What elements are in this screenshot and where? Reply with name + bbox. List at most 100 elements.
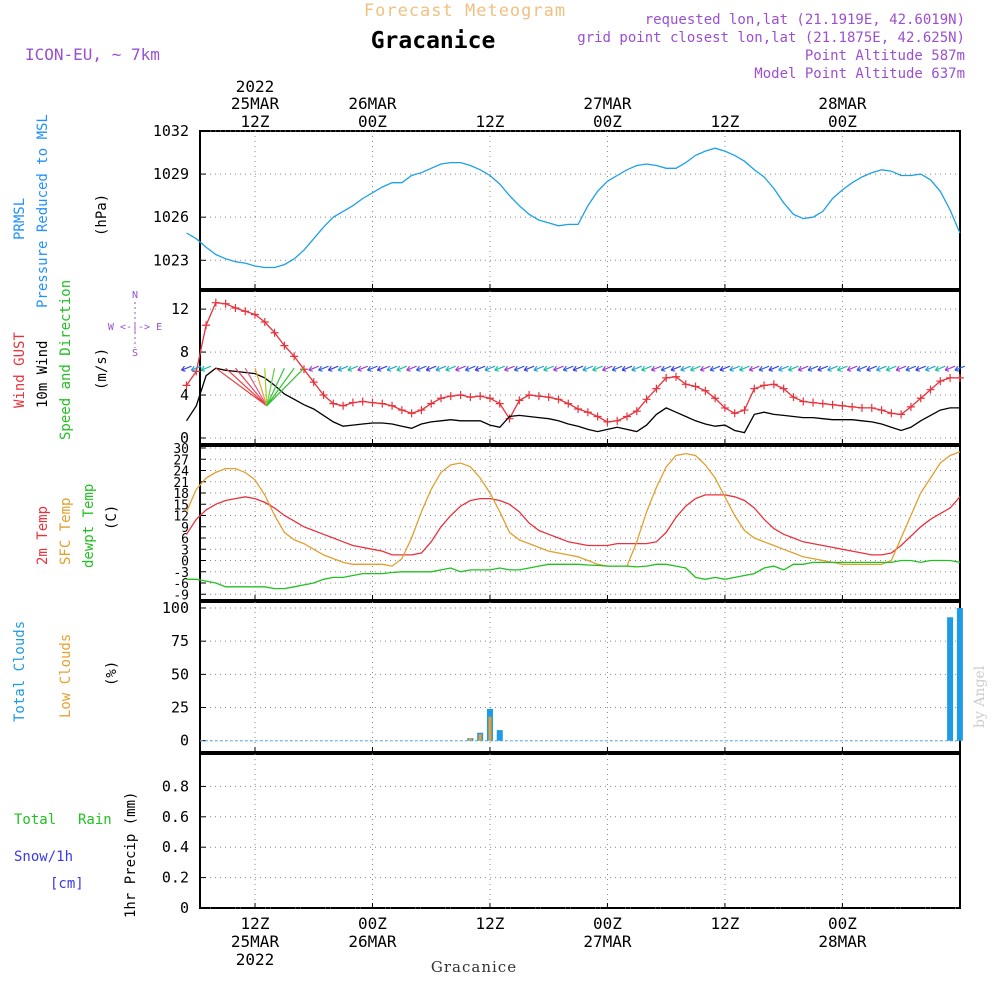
wind-direction-arrow (719, 365, 731, 372)
wind-fan-arrow (264, 368, 268, 406)
gust-marker (378, 399, 387, 408)
wind-direction-arrow (415, 365, 427, 372)
panel4-labels: Total Clouds Low Clouds (%) (12, 621, 120, 722)
gust-marker (476, 392, 485, 401)
gust-marker (623, 412, 632, 421)
gust-marker (485, 394, 494, 403)
total-cloud-bar (947, 617, 954, 741)
wind-fan-arrow (234, 367, 268, 407)
panel-frame (199, 601, 961, 753)
wind-direction-arrow (739, 365, 750, 372)
y-tick-label: 1023 (153, 251, 189, 269)
wind-direction-arrow (474, 365, 486, 372)
y-tick-label: 6 (181, 532, 189, 547)
low-cloud-bar (468, 738, 472, 741)
gust-marker (270, 328, 279, 337)
point-altitude: Point Altitude 587m (805, 48, 965, 64)
speed-dir-label: Speed and Direction (58, 280, 74, 440)
gust-marker (926, 385, 935, 394)
wind-direction-arrow (768, 365, 780, 372)
wind-direction-arrow (856, 365, 868, 372)
gust-marker (574, 405, 583, 413)
temp2m-label: 2m Temp (35, 506, 51, 565)
gust-marker (348, 398, 357, 407)
wind-direction-arrow (396, 365, 408, 372)
gust-marker (720, 403, 729, 412)
bottom-time-label: 00Z (358, 914, 387, 933)
panel5-labels: Total Rain Snow/1h [cm] 1hr Precip (mm) (14, 792, 139, 918)
gust-marker (828, 400, 837, 409)
top-date-label: 26MAR (348, 94, 397, 113)
wind-direction-arrow (376, 365, 388, 372)
y-tick-label: 0.6 (162, 808, 189, 826)
wind-fan-arrow (215, 367, 268, 407)
wind-fan-arrow (266, 367, 285, 407)
dewpt-label: dewpt Temp (81, 484, 97, 568)
top-time-label: 12Z (241, 112, 270, 131)
gust-marker (358, 397, 367, 406)
gust-marker (838, 401, 847, 410)
gust-marker (955, 373, 964, 382)
percent-label: (%) (104, 661, 120, 686)
y-tick-label: 8 (180, 343, 189, 361)
y-tick-label: 27 (173, 453, 189, 468)
y-tick-label: 0.2 (162, 869, 189, 887)
y-tick-label: 0.8 (162, 777, 189, 795)
panel1-labels: PRMSL Pressure Reduced to MSL (hPa) (12, 114, 110, 308)
wind-direction-arrow (729, 365, 740, 372)
gust-marker (946, 373, 955, 382)
wind-direction-arrow (680, 365, 691, 372)
bottom-time-label: 12Z (476, 914, 505, 933)
series-prmsl (186, 147, 961, 269)
wind-direction-arrow (611, 365, 623, 372)
gust-marker (916, 394, 925, 403)
wind-direction-arrow (533, 365, 545, 372)
wind-direction-arrow (494, 365, 505, 372)
snow-label: Snow/1h (14, 849, 73, 865)
y-tick-label: 30 (173, 442, 189, 457)
gust-marker (769, 380, 778, 389)
y-tick-label: -9 (173, 588, 189, 603)
y-tick-label: 18 (173, 487, 189, 502)
bottom-time-label: 12Z (710, 914, 739, 933)
model-label: ICON-EU, ~ 7km (25, 45, 160, 64)
total-cloud-bar (496, 730, 503, 741)
y-tick-label: 1026 (153, 208, 189, 226)
wind-direction-arrow (817, 365, 829, 372)
gust-marker (799, 397, 808, 406)
gust-marker (417, 406, 426, 415)
gust-marker (711, 394, 720, 403)
wind-direction-arrow (435, 365, 447, 372)
gust-marker (613, 416, 622, 425)
wind-direction-arrow (758, 365, 770, 372)
wind-direction-arrow (357, 365, 368, 372)
gust-marker (848, 402, 857, 411)
gust-marker (495, 399, 504, 408)
wind-fan-arrow (266, 368, 276, 406)
gust-marker (642, 395, 651, 404)
gust-marker (299, 365, 308, 374)
wind-fan-arrow (266, 367, 305, 407)
wind-direction-arrow (631, 365, 643, 372)
wind-direction-arrow (562, 365, 574, 372)
bottom-date-label: 27MAR (583, 932, 632, 951)
gust-marker (906, 402, 915, 411)
total-clouds-label: Total Clouds (12, 621, 28, 722)
top-time-label: 00Z (593, 112, 622, 131)
gust-marker (339, 401, 348, 410)
gust-marker (456, 391, 465, 400)
gust-marker (525, 391, 534, 400)
y-tick-label: 0 (180, 429, 189, 447)
station-title: Gracanice (371, 28, 496, 54)
wind-direction-arrow (425, 365, 437, 372)
bottom-date-label: 26MAR (348, 932, 397, 951)
wind-direction-arrow (327, 365, 339, 372)
y-tick-label: 50 (171, 665, 189, 683)
wind-direction-arrow (905, 365, 917, 372)
gust-marker (564, 399, 573, 408)
gust-marker (251, 310, 259, 319)
panel-prmsl: 1023 1026 1029 1032 (153, 122, 961, 290)
y-tick-label: 9 (181, 521, 189, 536)
gust-marker (691, 382, 700, 391)
